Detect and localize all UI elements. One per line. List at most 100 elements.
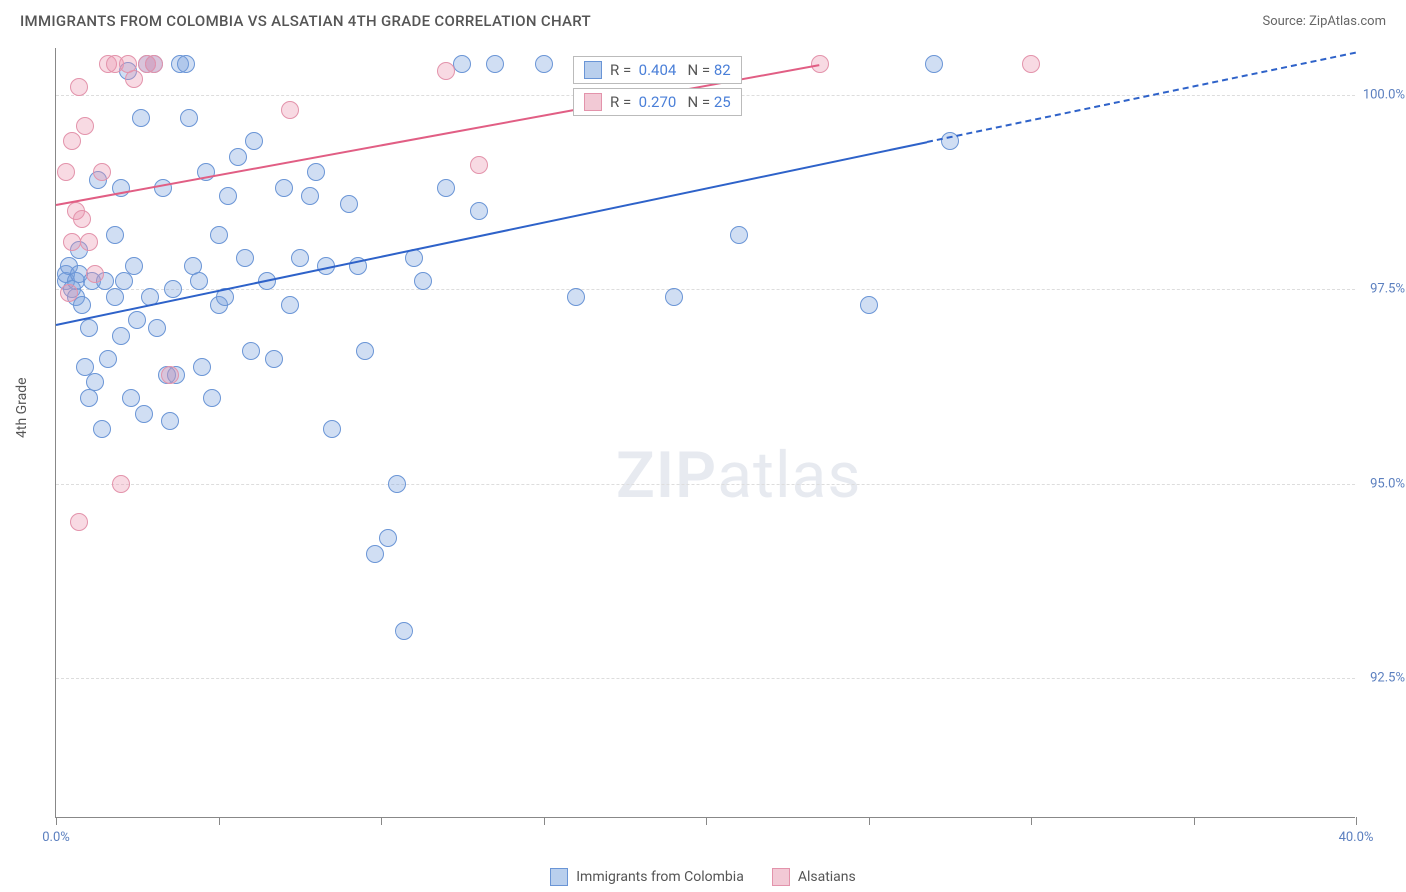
data-point (340, 195, 358, 213)
data-point (388, 475, 406, 493)
header: IMMIGRANTS FROM COLOMBIA VS ALSATIAN 4TH… (0, 0, 1406, 38)
source-label: Source: (1262, 14, 1309, 29)
data-point (470, 156, 488, 174)
source-attribution: Source: ZipAtlas.com (1262, 14, 1386, 29)
data-point (161, 412, 179, 430)
data-point (145, 55, 163, 73)
data-point (161, 366, 179, 384)
data-point (414, 272, 432, 290)
legend-swatch-icon (550, 868, 568, 886)
y-tick-label: 100.0% (1363, 87, 1405, 102)
data-point (395, 622, 413, 640)
y-axis-label: 4th Grade (14, 377, 30, 438)
stat-text: R = 0.270 N = 25 (610, 93, 731, 111)
data-point (193, 358, 211, 376)
data-point (125, 257, 143, 275)
legend-item-colombia: Immigrants from Colombia (550, 868, 744, 886)
data-point (307, 163, 325, 181)
data-point (99, 350, 117, 368)
data-point (437, 179, 455, 197)
legend-item-alsatians: Alsatians (772, 868, 856, 886)
trendline (56, 141, 927, 326)
gridline (56, 289, 1355, 290)
data-point (86, 373, 104, 391)
x-tick (869, 817, 870, 825)
data-point (60, 284, 78, 302)
data-point (665, 288, 683, 306)
data-point (567, 288, 585, 306)
legend-label: Immigrants from Colombia (576, 869, 744, 885)
watermark: ZIPatlas (616, 438, 861, 513)
data-point (63, 132, 81, 150)
x-tick (544, 817, 545, 825)
data-point (76, 117, 94, 135)
data-point (106, 288, 124, 306)
data-point (860, 296, 878, 314)
data-point (210, 226, 228, 244)
data-point (486, 55, 504, 73)
data-point (281, 296, 299, 314)
data-point (73, 210, 91, 228)
data-point (730, 226, 748, 244)
data-point (453, 55, 471, 73)
x-tick (219, 817, 220, 825)
data-point (180, 109, 198, 127)
data-point (275, 179, 293, 197)
data-point (366, 545, 384, 563)
data-point (148, 319, 166, 337)
y-tick-label: 97.5% (1370, 282, 1405, 297)
x-tick (1356, 817, 1357, 825)
data-point (122, 389, 140, 407)
data-point (811, 55, 829, 73)
gridline (56, 484, 1355, 485)
data-point (265, 350, 283, 368)
data-point (245, 132, 263, 150)
data-point (86, 265, 104, 283)
chart-title: IMMIGRANTS FROM COLOMBIA VS ALSATIAN 4TH… (20, 12, 591, 30)
x-tick (1031, 817, 1032, 825)
data-point (356, 342, 374, 360)
series-swatch-icon (584, 93, 602, 111)
series-swatch-icon (584, 61, 602, 79)
data-point (190, 272, 208, 290)
correlation-stat-box: R = 0.270 N = 25 (573, 88, 742, 116)
data-point (154, 179, 172, 197)
y-tick-label: 95.0% (1370, 476, 1405, 491)
data-point (80, 389, 98, 407)
source-name: ZipAtlas.com (1309, 14, 1386, 29)
data-point (242, 342, 260, 360)
data-point (437, 62, 455, 80)
y-tick-label: 92.5% (1370, 671, 1405, 686)
data-point (281, 101, 299, 119)
data-point (323, 420, 341, 438)
data-point (132, 109, 150, 127)
data-point (164, 280, 182, 298)
data-point (135, 405, 153, 423)
data-point (177, 55, 195, 73)
data-point (70, 513, 88, 531)
data-point (236, 249, 254, 267)
data-point (925, 55, 943, 73)
data-point (80, 233, 98, 251)
data-point (125, 70, 143, 88)
legend-swatch-icon (772, 868, 790, 886)
watermark-rest: atlas (717, 438, 861, 513)
data-point (291, 249, 309, 267)
data-point (93, 163, 111, 181)
stat-text: R = 0.404 N = 82 (610, 61, 731, 79)
data-point (1022, 55, 1040, 73)
data-point (470, 202, 488, 220)
data-point (115, 272, 133, 290)
data-point (112, 327, 130, 345)
correlation-stat-box: R = 0.404 N = 82 (573, 56, 742, 84)
data-point (57, 163, 75, 181)
x-tick (706, 817, 707, 825)
watermark-bold: ZIP (616, 438, 717, 513)
data-point (70, 78, 88, 96)
data-point (128, 311, 146, 329)
data-point (112, 475, 130, 493)
data-point (379, 529, 397, 547)
data-point (301, 187, 319, 205)
scatter-chart: ZIPatlas 92.5%95.0%97.5%100.0%0.0%40.0%R… (55, 48, 1355, 818)
x-tick-label: 40.0% (1339, 830, 1374, 845)
